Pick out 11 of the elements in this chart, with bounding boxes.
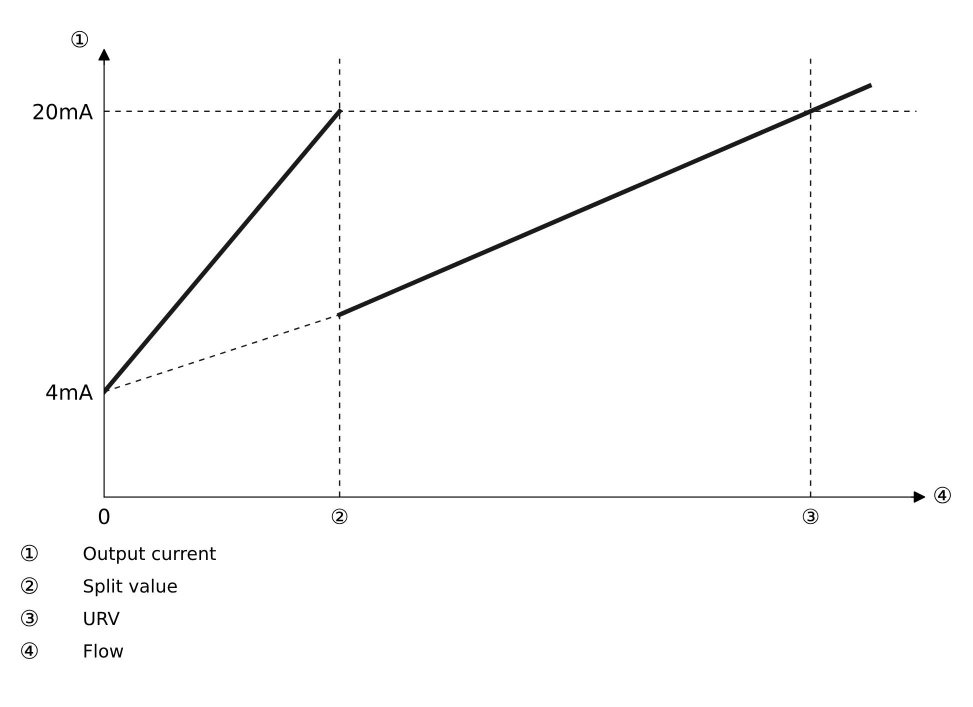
text: ④ Flow (21, 642, 124, 659)
x-axis-title: ④ (934, 486, 951, 504)
x-tick-label: ② (332, 508, 348, 524)
text: ① Output current (21, 544, 216, 564)
y-tick-label: 4mA (46, 384, 93, 400)
text: ② Split value (21, 577, 177, 596)
text: ③ URV (21, 610, 120, 626)
x-tick-label: 0 (98, 508, 110, 524)
y-tick-label: 20mA (33, 104, 93, 120)
x-tick-label: ③ (802, 508, 818, 524)
y-axis-title: ① (71, 30, 88, 48)
